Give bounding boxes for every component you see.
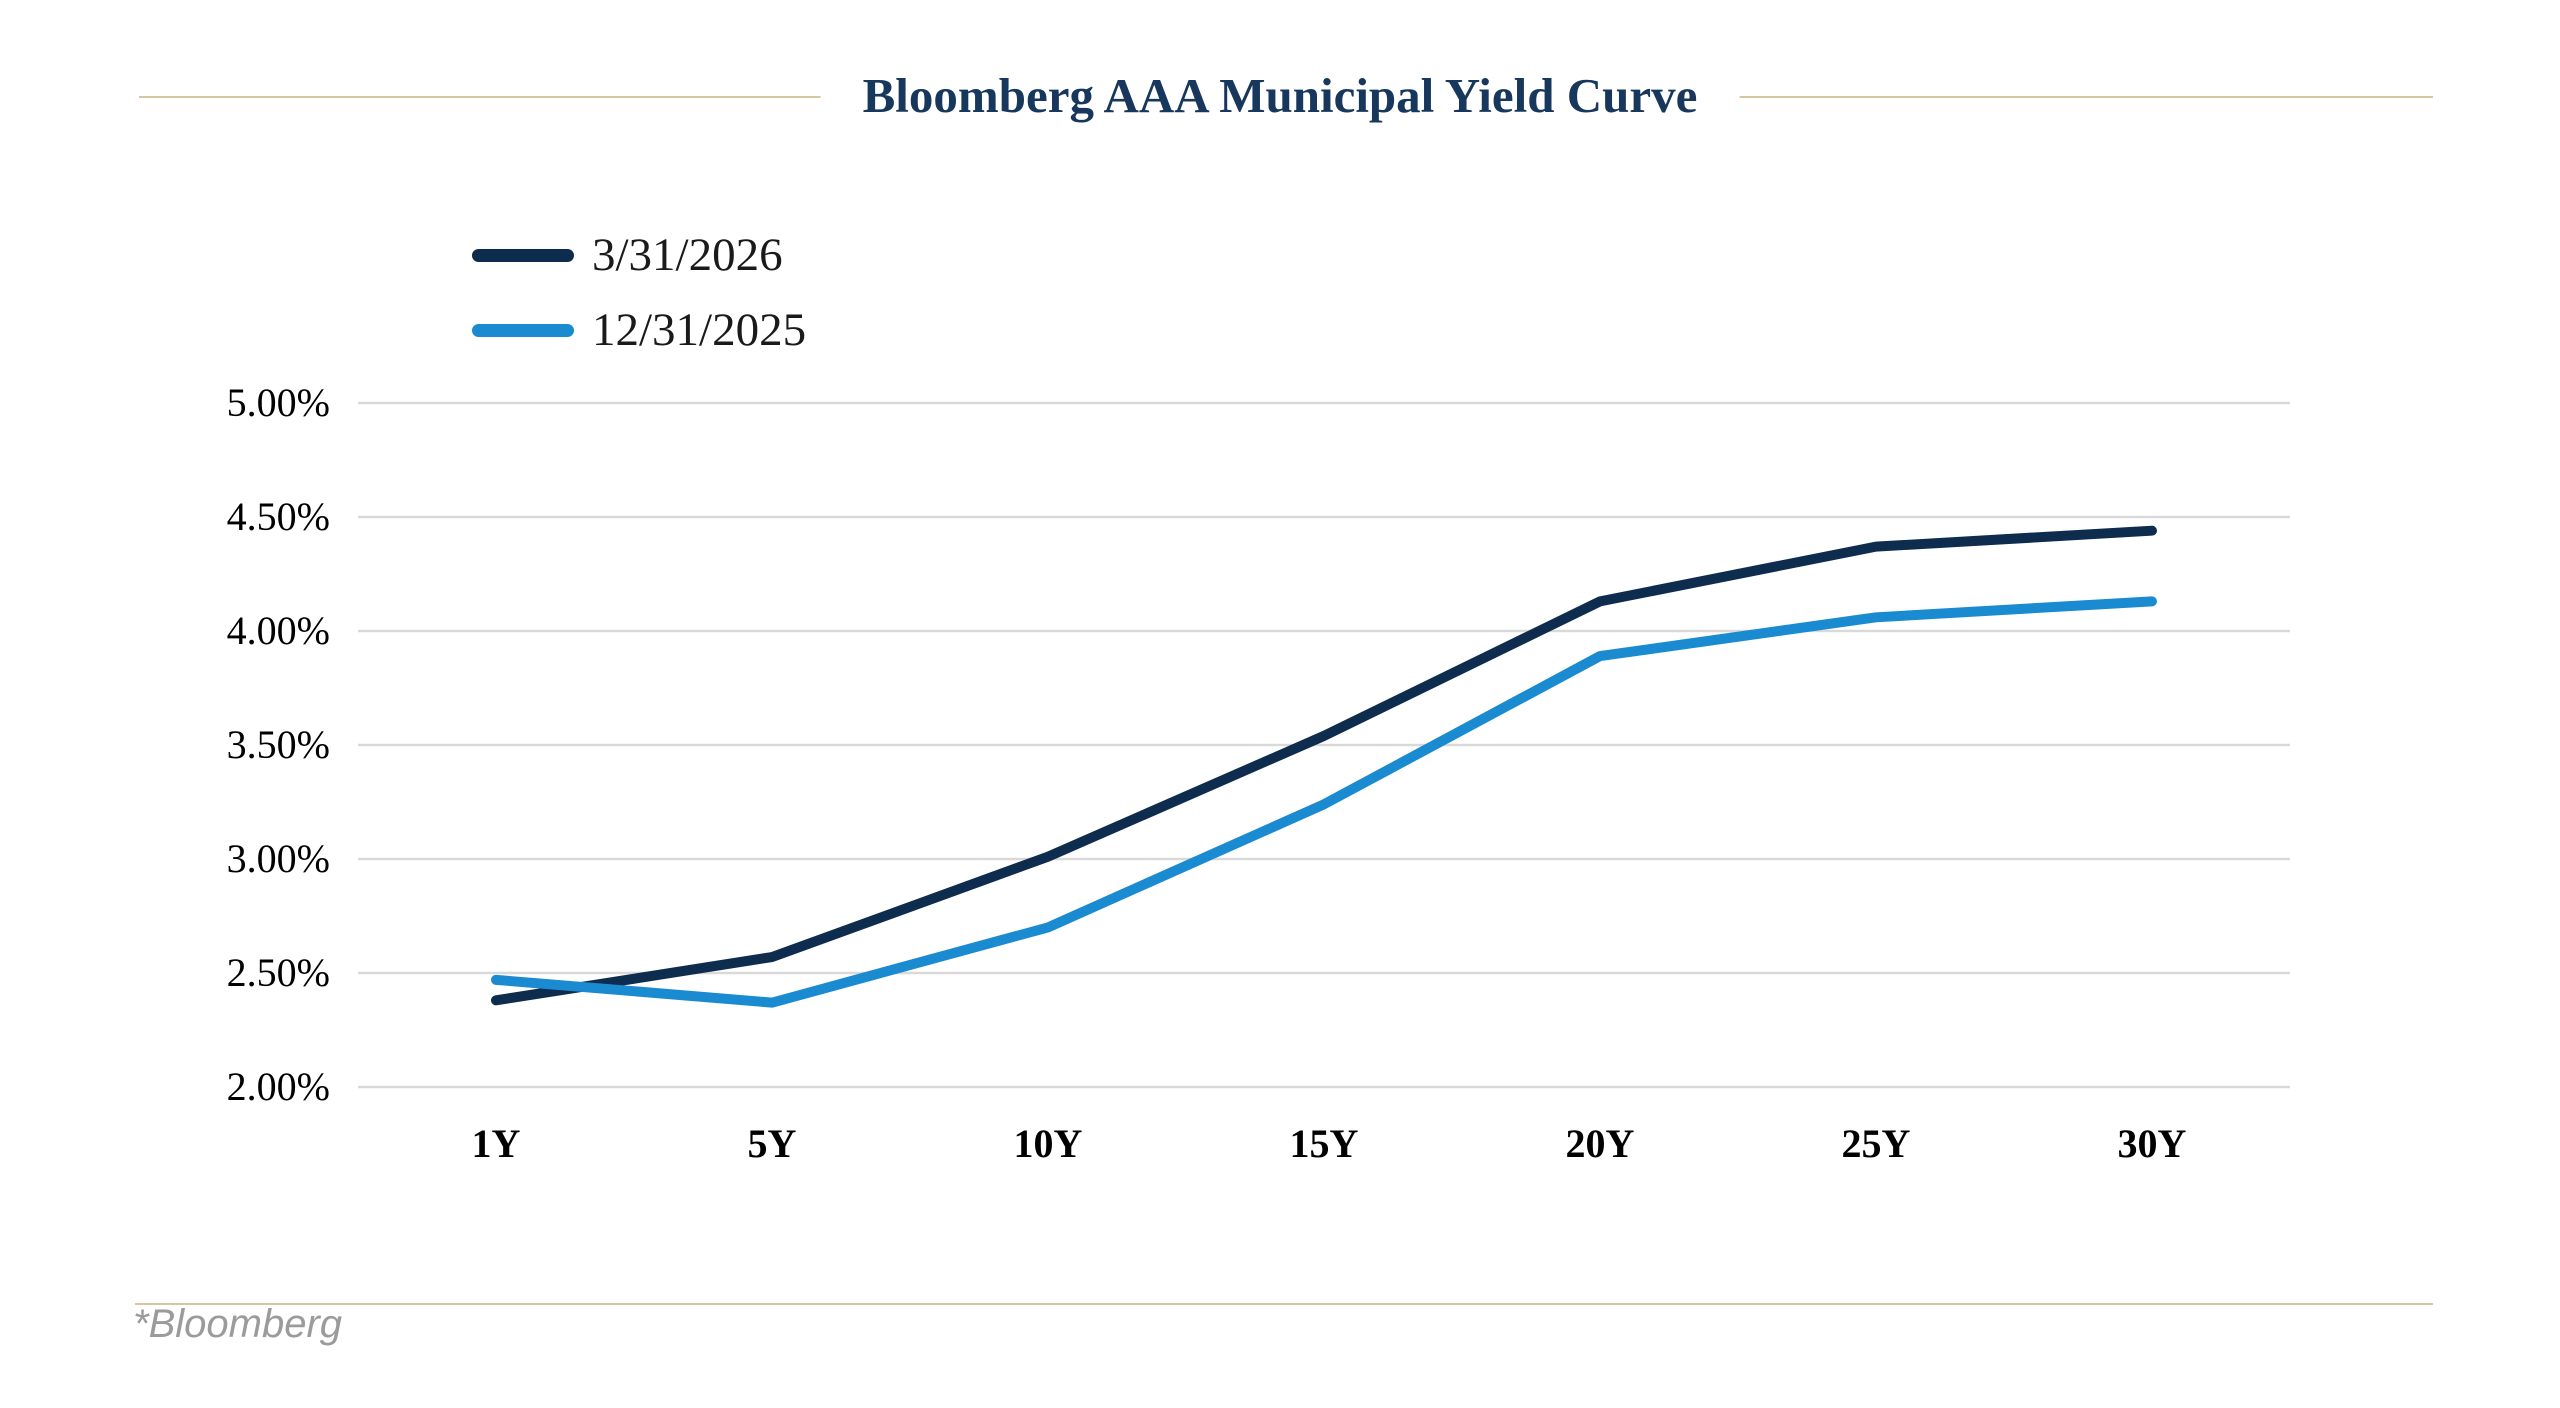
legend-label: 12/31/2025: [592, 304, 807, 356]
y-axis-tick-label: 5.00%: [226, 380, 330, 425]
legend-line-swatch-blue-icon: [472, 324, 574, 337]
y-axis-tick-label: 2.50%: [226, 950, 330, 995]
legend-item: 12/31/2025: [472, 293, 806, 368]
legend-label: 3/31/2026: [592, 229, 783, 281]
x-axis-tick-label: 25Y: [1841, 1121, 1911, 1166]
legend-line-swatch-navy-icon: [472, 249, 574, 262]
x-axis-tick-label: 10Y: [1013, 1121, 1083, 1166]
y-axis-tick-label: 2.00%: [226, 1064, 330, 1109]
x-axis-tick-label: 5Y: [747, 1121, 797, 1166]
y-axis-tick-label: 3.00%: [226, 836, 330, 881]
x-axis-tick-label: 15Y: [1289, 1121, 1359, 1166]
bottom-divider-rule: [135, 1303, 2433, 1305]
y-axis-tick-label: 4.50%: [226, 494, 330, 539]
legend-item: 3/31/2026: [472, 218, 806, 293]
series-line-3-31-2026: [491, 525, 2157, 1006]
series-line-12-31-2025: [491, 596, 2157, 1008]
chart-title: Bloomberg AAA Municipal Yield Curve: [820, 64, 1740, 128]
x-axis-tick-label: 20Y: [1565, 1121, 1635, 1166]
source-footnote: *Bloomberg: [133, 1302, 343, 1346]
x-axis-tick-label: 30Y: [2117, 1121, 2187, 1166]
y-axis-tick-label: 3.50%: [226, 722, 330, 767]
y-axis-tick-label: 4.00%: [226, 608, 330, 653]
legend: 3/31/2026 12/31/2025: [472, 218, 806, 368]
x-axis-tick-label: 1Y: [471, 1121, 521, 1166]
